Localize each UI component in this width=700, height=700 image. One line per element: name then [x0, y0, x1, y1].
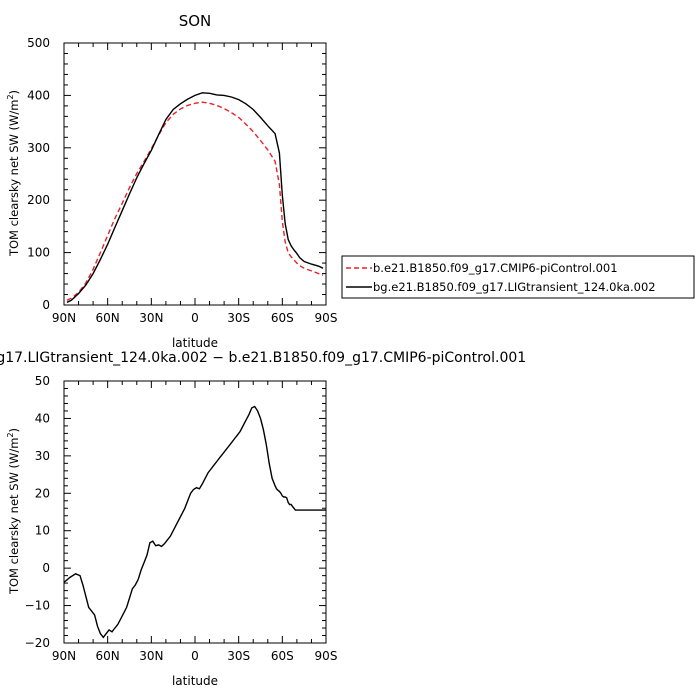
legend-label-lig: bg.e21.B1850.f09_g17.LIGtransient_124.0k… [373, 280, 656, 294]
bottom-x-tick-label: 90S [315, 649, 338, 663]
top-series-line-1 [66, 92, 324, 304]
bottom-plot-frame [63, 380, 327, 644]
bottom-y-tick-label: 40 [35, 411, 50, 425]
bottom-y-tick-label: 10 [35, 524, 50, 538]
bottom-plot-area: 90N 60N 30N 0 30S 60S 90S −20 −10 0 10 20 30 40 50 [25, 374, 338, 663]
bottom-x-tick-label: 30S [227, 649, 250, 663]
legend-box [341, 255, 695, 299]
legend: b.e21.B1850.f09_g17.CMIP6-piControl.001 … [341, 255, 695, 299]
bottom-y-tick-label: 30 [35, 449, 50, 463]
bottom-y-tick-label: 0 [42, 561, 50, 575]
top-x-tick-label: 90S [315, 311, 338, 325]
top-y-tick-label: 100 [27, 246, 50, 260]
top-series-line-0 [66, 101, 324, 301]
bottom-panel-title: bg.e21.B1850.f09_g17.LIGtransient_124.0k… [0, 350, 526, 366]
top-x-tick-label: 90N [52, 311, 76, 325]
top-plot-frame [63, 42, 327, 306]
top-y-tick-label: 0 [42, 298, 50, 312]
top-plot-area: 90N 60N 30N 0 30S 60S 90S 0 100 200 300 400 500 [27, 36, 337, 325]
top-x-tick-label: 30N [139, 311, 163, 325]
top-panel-y-axis-label: TOM clearsky net SW (W/m2) [6, 90, 21, 257]
bottom-panel: bg.e21.B1850.f09_g17.LIGtransient_124.0k… [0, 350, 526, 688]
bottom-y-tick-label: 50 [35, 374, 50, 388]
top-y-tick-label: 300 [27, 141, 50, 155]
top-panel: SON 90N 60N 30N 0 30S 60S 90S0100200300400500 … [6, 12, 337, 350]
bottom-x-tick-label: 60S [271, 649, 294, 663]
bottom-x-tick-label: 60N [96, 649, 120, 663]
top-x-tick-label: 30S [227, 311, 250, 325]
bottom-y-tick-label: −20 [25, 636, 50, 650]
top-panel-title: SON [179, 12, 212, 30]
bottom-x-tick-label: 30N [139, 649, 163, 663]
top-x-tick-label: 0 [191, 311, 199, 325]
legend-label-control: b.e21.B1850.f09_g17.CMIP6-piControl.001 [373, 261, 618, 275]
bottom-panel-y-axis-label: TOM clearsky net SW (W/m2) [6, 428, 21, 595]
bottom-x-tick-label: 0 [191, 649, 199, 663]
bottom-panel-x-axis-label: latitude [172, 674, 218, 688]
top-y-tick-label: 500 [27, 36, 50, 50]
top-panel-x-axis-label: latitude [172, 336, 218, 350]
bottom-series-line-0 [64, 405, 326, 639]
top-y-tick-label: 400 [27, 88, 50, 102]
top-x-tick-label: 60N [96, 311, 120, 325]
top-x-tick-label: 60S [271, 311, 294, 325]
bottom-y-tick-label: −10 [25, 599, 50, 613]
bottom-x-tick-label: 90N [52, 649, 76, 663]
bottom-y-tick-label: 20 [35, 486, 50, 500]
top-y-tick-label: 200 [27, 193, 50, 207]
